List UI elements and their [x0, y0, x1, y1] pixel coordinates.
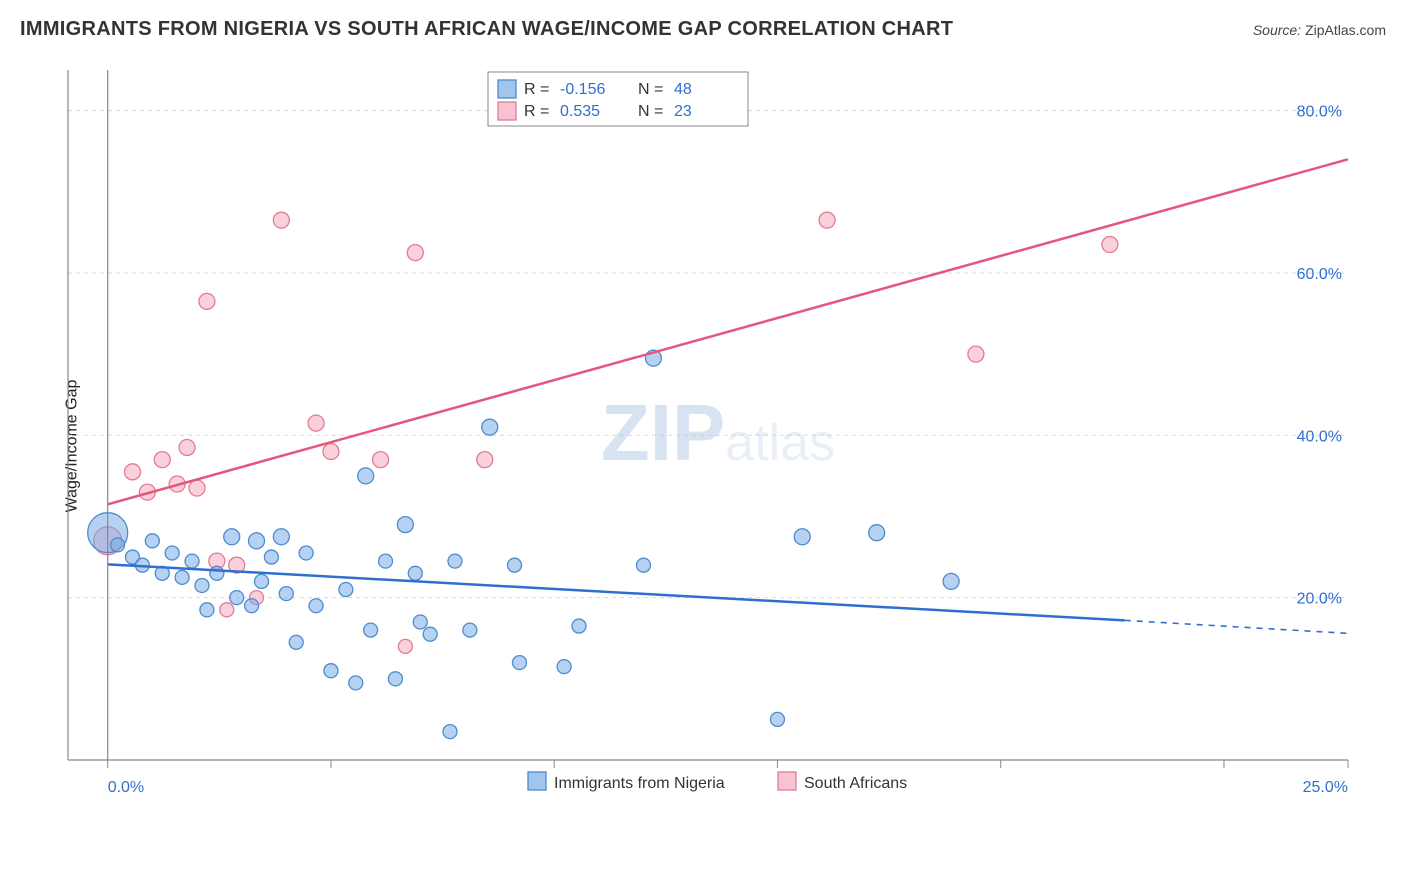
watermark: ZIPatlas [601, 388, 835, 477]
scatter-point [175, 570, 189, 584]
svg-text:20.0%: 20.0% [1297, 591, 1342, 608]
scatter-point [443, 725, 457, 739]
scatter-point [373, 452, 389, 468]
svg-text:25.0%: 25.0% [1303, 779, 1348, 796]
svg-text:0.535: 0.535 [560, 103, 600, 120]
svg-text:60.0%: 60.0% [1297, 266, 1342, 283]
scatter-point [245, 599, 259, 613]
scatter-point [273, 529, 289, 545]
source-value: ZipAtlas.com [1305, 22, 1386, 38]
scatter-point [309, 599, 323, 613]
scatter-point [408, 566, 422, 580]
scatter-point [770, 712, 784, 726]
legend-bottom: Immigrants from Nigeria South Africans [528, 772, 907, 792]
gridlines [68, 111, 1348, 598]
watermark-main: ZIP [601, 388, 725, 477]
scatter-point [185, 554, 199, 568]
scatter-point [358, 468, 374, 484]
svg-text:ZIPatlas: ZIPatlas [601, 388, 835, 477]
scatter-point [448, 554, 462, 568]
title-row: IMMIGRANTS FROM NIGERIA VS SOUTH AFRICAN… [20, 18, 1386, 41]
scatter-point [398, 639, 412, 653]
scatter-point [154, 452, 170, 468]
scatter-point [324, 664, 338, 678]
svg-text:N =: N = [638, 103, 663, 120]
watermark-sub: atlas [725, 414, 835, 472]
scatter-point [189, 480, 205, 496]
scatter-point [397, 517, 413, 533]
scatter-point [557, 660, 571, 674]
scatter-point [819, 212, 835, 228]
svg-text:Immigrants from Nigeria: Immigrants from Nigeria [554, 775, 725, 792]
scatter-point [308, 415, 324, 431]
trend-line-blue-ext [1125, 620, 1348, 633]
scatter-point [637, 558, 651, 572]
scatter-point [508, 558, 522, 572]
plot-frame: ZIPatlas 0.0% 25.0% 20.0% 40.0% 60.0% 80.0% R… [58, 60, 1378, 820]
svg-text:40.0%: 40.0% [1297, 428, 1342, 445]
scatter-point [943, 573, 959, 589]
svg-text:N =: N = [638, 81, 663, 98]
scatter-point [477, 452, 493, 468]
scatter-point [1102, 237, 1118, 253]
svg-text:48: 48 [674, 81, 692, 98]
scatter-point [379, 554, 393, 568]
scatter-point [794, 529, 810, 545]
trend-lines [108, 159, 1348, 633]
points-blue [88, 350, 959, 738]
svg-text:-0.156: -0.156 [560, 81, 605, 98]
scatter-point [423, 627, 437, 641]
scatter-point [289, 635, 303, 649]
scatter-point [145, 534, 159, 548]
scatter-point [413, 615, 427, 629]
scatter-point [572, 619, 586, 633]
svg-text:South Africans: South Africans [804, 775, 907, 792]
svg-text:0.0%: 0.0% [108, 779, 144, 796]
scatter-point [199, 293, 215, 309]
scatter-point [349, 676, 363, 690]
scatter-point [512, 656, 526, 670]
scatter-point [220, 603, 234, 617]
scatter-point [111, 538, 125, 552]
scatter-point [165, 546, 179, 560]
svg-text:R =: R = [524, 103, 549, 120]
scatter-point [279, 587, 293, 601]
scatter-point [323, 444, 339, 460]
scatter-point [224, 529, 240, 545]
scatter-point [463, 623, 477, 637]
scatter-point [407, 245, 423, 261]
svg-text:R =: R = [524, 81, 549, 98]
svg-text:23: 23 [674, 103, 692, 120]
scatter-point [254, 574, 268, 588]
scatter-point [264, 550, 278, 564]
source: Source:ZipAtlas.com [1253, 22, 1386, 38]
scatter-point [364, 623, 378, 637]
scatter-point [124, 464, 140, 480]
chart-container: IMMIGRANTS FROM NIGERIA VS SOUTH AFRICAN… [0, 0, 1406, 892]
plot-svg: ZIPatlas 0.0% 25.0% 20.0% 40.0% 60.0% 80.0% R… [58, 60, 1378, 820]
scatter-point [388, 672, 402, 686]
scatter-point [249, 533, 265, 549]
scatter-point [200, 603, 214, 617]
source-label: Source: [1253, 22, 1301, 38]
scatter-point [273, 212, 289, 228]
scatter-point [230, 591, 244, 605]
scatter-point [339, 583, 353, 597]
chart-title: IMMIGRANTS FROM NIGERIA VS SOUTH AFRICAN… [20, 18, 953, 41]
scatter-point [869, 525, 885, 541]
scatter-point [299, 546, 313, 560]
scatter-point [210, 566, 224, 580]
legend-top: R = -0.156 N = 48 R = 0.535 N = 23 [488, 72, 748, 126]
scatter-point [968, 346, 984, 362]
svg-text:80.0%: 80.0% [1297, 104, 1342, 121]
scatter-point [482, 419, 498, 435]
scatter-point [179, 439, 195, 455]
scatter-point [195, 578, 209, 592]
